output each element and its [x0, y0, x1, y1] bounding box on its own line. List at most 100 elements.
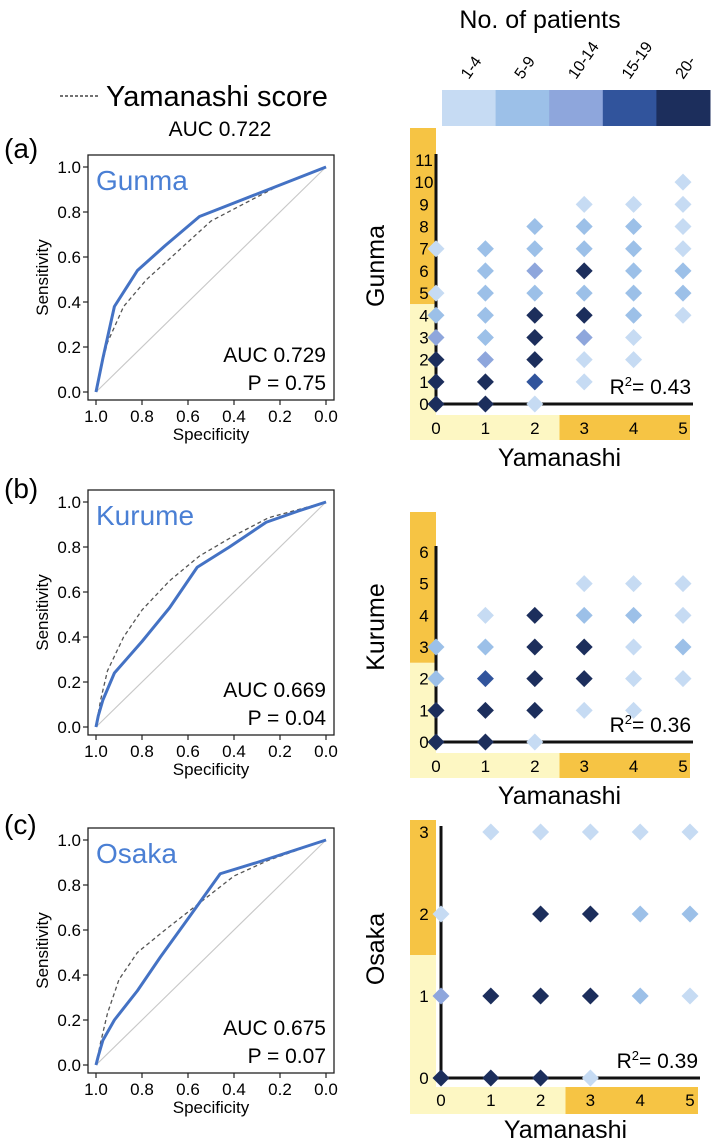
scatter-xlabel: Yamanashi	[498, 782, 621, 810]
legend-swatch-3	[602, 90, 657, 126]
scatter-point	[625, 328, 643, 346]
scatter-point	[575, 195, 593, 213]
scatter-point	[476, 606, 494, 624]
panel-label-b: (b)	[4, 473, 38, 504]
scatter-point	[631, 823, 649, 841]
scatter-point	[427, 351, 445, 369]
roc-panel-name: Kurume	[96, 500, 194, 531]
scatter-ytick-label: 0	[419, 395, 428, 414]
roc-xtick-label: 1.0	[84, 1080, 108, 1099]
scatter-point	[575, 218, 593, 236]
scatter-ytick-label: 2	[419, 905, 428, 924]
scatter-r2-value: 0.36	[650, 714, 691, 737]
scatter-ylabel: Kurume	[362, 583, 390, 671]
scatter-point	[674, 173, 692, 191]
scatter-ylabel: Osaka	[362, 913, 390, 985]
scatter-xtick-label: 0	[431, 757, 440, 776]
roc-xtick-label: 0.2	[268, 742, 292, 761]
scatter-point	[526, 306, 544, 324]
roc-ytick-label: 1.0	[57, 831, 81, 850]
roc-panel-name: Osaka	[96, 838, 177, 869]
roc-xtick-label: 0.4	[222, 407, 246, 426]
scatter-point	[482, 823, 500, 841]
scatter-point	[625, 240, 643, 258]
scatter-point	[482, 987, 500, 1005]
scatter-point	[625, 195, 643, 213]
y-band-high	[410, 512, 436, 663]
roc-panel-name: Gunma	[96, 165, 188, 196]
scatter-xtick-label: 1	[481, 757, 490, 776]
scatter-point	[631, 905, 649, 923]
panel-a: (a) 0.00.20.40.60.81.01.0 0.8 0.6 0.4 0.2 0.0…	[4, 128, 693, 472]
scatter-point	[476, 733, 494, 751]
scatter-xtick-label: 2	[530, 757, 539, 776]
scatter-point	[427, 701, 445, 719]
scatter-point	[575, 306, 593, 324]
scatter-ytick-label: 3	[419, 328, 428, 347]
scatter-xlabel: Yamanashi	[498, 444, 621, 472]
scatter-point	[674, 284, 692, 302]
roc-ylabel: Sensitivity	[33, 239, 52, 316]
reference-line-key: Yamanashi score AUC 0.722	[60, 81, 328, 141]
scatter-point	[581, 905, 599, 923]
scatter-point	[526, 638, 544, 656]
roc-ytick-label: 0.8	[57, 203, 81, 222]
scatter-chart-osaka: 0 1 2 3 0 1 2 3 4 5 Yamanashi Osaka R2= 0.39	[362, 820, 700, 1142]
roc-chart-kurume: 0.0 0.2 0.4 0.6 0.8 1.0 1.0 0.8 0.6 0.4 0.2 0.0 Spec…	[33, 489, 338, 779]
roc-ytick-label: 0.2	[57, 338, 81, 357]
scatter-point	[526, 284, 544, 302]
roc-auc-label: AUC 0.729	[223, 344, 326, 367]
scatter-chart-kurume: 0 1 2 3 4 5 6 0 1 2 3 4 5 Yamanashi Kurume R2= 0.36	[362, 512, 693, 810]
scatter-ytick-label: 3	[419, 823, 428, 842]
scatter-point	[427, 395, 445, 413]
x-band-low	[423, 1087, 566, 1114]
scatter-xtick-label: 4	[629, 757, 638, 776]
scatter-point	[526, 262, 544, 280]
scatter-point	[432, 1069, 450, 1087]
roc-xtick-label: 1.0	[84, 742, 108, 761]
scatter-r2-label: R2= 0.43	[610, 374, 691, 399]
scatter-point	[681, 823, 699, 841]
roc-ytick-label: 0.4	[57, 966, 81, 985]
scatter-xtick-label: 5	[685, 1091, 694, 1110]
roc-ytick-label: 0.2	[57, 673, 81, 692]
legend-bins: 1-4 5-9 10-14 15-19 20-	[442, 39, 711, 126]
roc-line-model	[94, 165, 327, 393]
roc-xtick-label: 0.4	[222, 742, 246, 761]
roc-auc-label: AUC 0.675	[223, 1017, 326, 1040]
scatter-ytick-label: 11	[415, 151, 433, 170]
roc-ytick-label: 0.6	[57, 248, 81, 267]
scatter-ytick-label: 2	[419, 351, 428, 370]
roc-diagonal	[95, 501, 327, 728]
scatter-point	[625, 284, 643, 302]
legend-swatch-2	[549, 90, 604, 126]
scatter-point	[476, 351, 494, 369]
roc-auc-label: AUC 0.669	[223, 679, 326, 702]
legend-swatch-4	[656, 90, 711, 126]
scatter-point	[674, 606, 692, 624]
x-band-high	[559, 415, 690, 440]
scatter-point	[625, 670, 643, 688]
scatter-point	[575, 328, 593, 346]
scatter-point	[575, 638, 593, 656]
scatter-point	[631, 987, 649, 1005]
roc-xlabel: Specificity	[173, 1098, 250, 1117]
roc-ylabel: Sensitivity	[33, 574, 52, 651]
panel-c: (c) 0.00.20.40.60.81.01.0 0.8 0.6 0.4 0.2 0.0…	[4, 809, 700, 1142]
roc-chart-gunma: 0.0 0.2 0.4 0.6 0.8 1.0 1.0 0.8 0.6 0.4 0.2 0.0 Spec…	[33, 154, 338, 444]
scatter-point	[526, 240, 544, 258]
x-band-low	[423, 753, 560, 778]
roc-xtick-label: 0.2	[268, 1080, 292, 1099]
scatter-point	[532, 823, 550, 841]
scatter-xtick-label: 3	[579, 419, 588, 438]
scatter-point	[575, 575, 593, 593]
roc-xtick-label: 0.0	[314, 742, 338, 761]
scatter-ytick-label: 1	[419, 701, 428, 720]
scatter-point	[581, 1069, 599, 1087]
scatter-xtick-label: 2	[536, 1091, 545, 1110]
scatter-xtick-label: 0	[431, 419, 440, 438]
scatter-point	[575, 240, 593, 258]
roc-xtick-label: 0.8	[130, 407, 154, 426]
scatter-point	[476, 262, 494, 280]
scatter-point	[427, 638, 445, 656]
